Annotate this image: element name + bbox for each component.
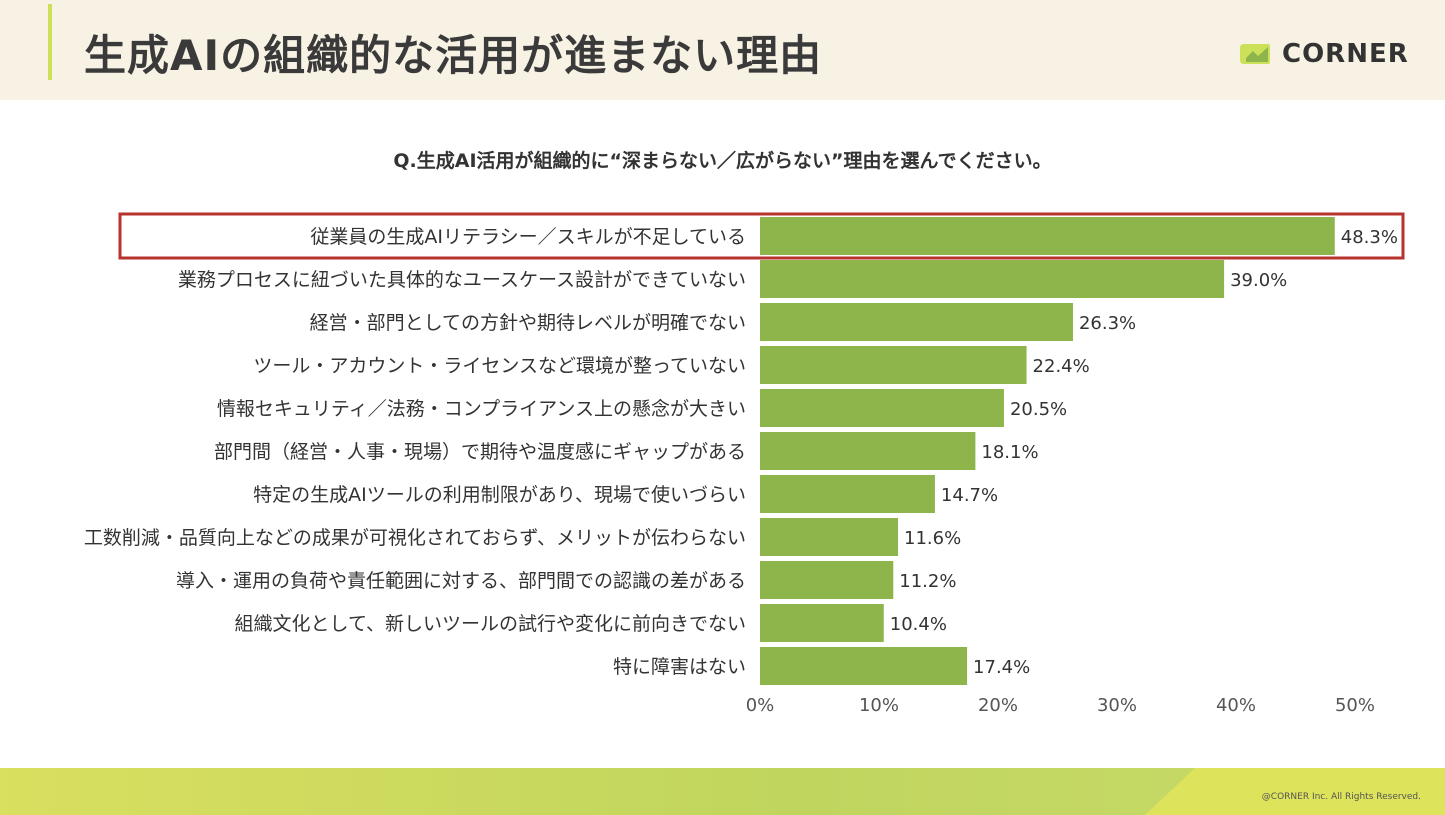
bar bbox=[760, 217, 1335, 255]
value-label: 11.2% bbox=[899, 571, 956, 592]
value-label: 18.1% bbox=[981, 442, 1038, 463]
category-label: 部門間（経営・人事・現場）で期待や温度感にギャップがある bbox=[214, 441, 746, 463]
bar bbox=[760, 260, 1225, 298]
value-label: 48.3% bbox=[1341, 227, 1398, 248]
value-label: 20.5% bbox=[1010, 399, 1067, 420]
category-label: 業務プロセスに紐づいた具体的なユースケース設計ができていない bbox=[178, 269, 746, 291]
category-label: 経営・部門としての方針や期待レベルが明確でない bbox=[310, 312, 746, 334]
category-label: 特に障害はない bbox=[613, 656, 746, 678]
value-label: 17.4% bbox=[973, 657, 1030, 678]
copyright-text: @CORNER Inc. All Rights Reserved. bbox=[1261, 792, 1421, 802]
x-tick-label: 20% bbox=[978, 695, 1018, 716]
value-label: 14.7% bbox=[941, 485, 998, 506]
corner-logo: CORNER bbox=[1238, 39, 1409, 69]
footer-wedge bbox=[1145, 768, 1445, 815]
bar-chart: 従業員の生成AIリテラシー／スキルが不足している 48.3% 業務プロセスに紐づいた… bbox=[84, 212, 1405, 716]
bar bbox=[760, 604, 884, 642]
category-label: 導入・運用の負荷や責任範囲に対する、部門間での認識の差がある bbox=[176, 570, 746, 592]
x-tick-label: 0% bbox=[746, 695, 775, 716]
x-tick-label: 50% bbox=[1335, 695, 1375, 716]
header-band: 生成AIの組織的な活用が進まない理由 CORNER bbox=[0, 0, 1445, 100]
bar bbox=[760, 475, 935, 513]
bar bbox=[760, 432, 976, 470]
bar bbox=[760, 346, 1027, 384]
corner-logo-icon bbox=[1240, 44, 1270, 64]
value-label: 39.0% bbox=[1230, 270, 1287, 291]
bar bbox=[760, 647, 968, 685]
header-accent-bar bbox=[48, 4, 52, 80]
category-label: 情報セキュリティ／法務・コンプライアンス上の懸念が大きい bbox=[217, 397, 746, 420]
footer-band: @CORNER Inc. All Rights Reserved. bbox=[0, 768, 1445, 815]
x-tick-label: 30% bbox=[1097, 695, 1137, 716]
category-label: 特定の生成AIツールの利用制限があり、現場で使いづらい bbox=[253, 484, 746, 506]
page-title: 生成AIの組織的な活用が進まない理由 bbox=[84, 31, 823, 80]
value-label: 26.3% bbox=[1079, 313, 1136, 334]
bar bbox=[760, 303, 1073, 341]
x-tick-label: 10% bbox=[859, 695, 899, 716]
bar bbox=[760, 389, 1004, 427]
survey-question: Q.生成AI活用が組織的に“深まらない／広がらない”理由を選んでください。 bbox=[393, 150, 1052, 172]
bar bbox=[760, 561, 894, 599]
value-label: 11.6% bbox=[904, 528, 961, 549]
category-label: 組織文化として、新しいツールの試行や変化に前向きでない bbox=[235, 613, 746, 635]
highlight-box bbox=[118, 212, 1405, 260]
logo-text: CORNER bbox=[1282, 39, 1409, 69]
category-label: 工数削減・品質向上などの成果が可視化されておらず、メリットが伝わらない bbox=[84, 527, 746, 549]
bar bbox=[760, 518, 899, 556]
x-tick-label: 40% bbox=[1216, 695, 1256, 716]
value-label: 22.4% bbox=[1033, 356, 1090, 377]
value-label: 10.4% bbox=[890, 614, 947, 635]
category-label: ツール・アカウント・ライセンスなど環境が整っていない bbox=[253, 355, 746, 377]
category-label: 従業員の生成AIリテラシー／スキルが不足している bbox=[310, 226, 746, 248]
